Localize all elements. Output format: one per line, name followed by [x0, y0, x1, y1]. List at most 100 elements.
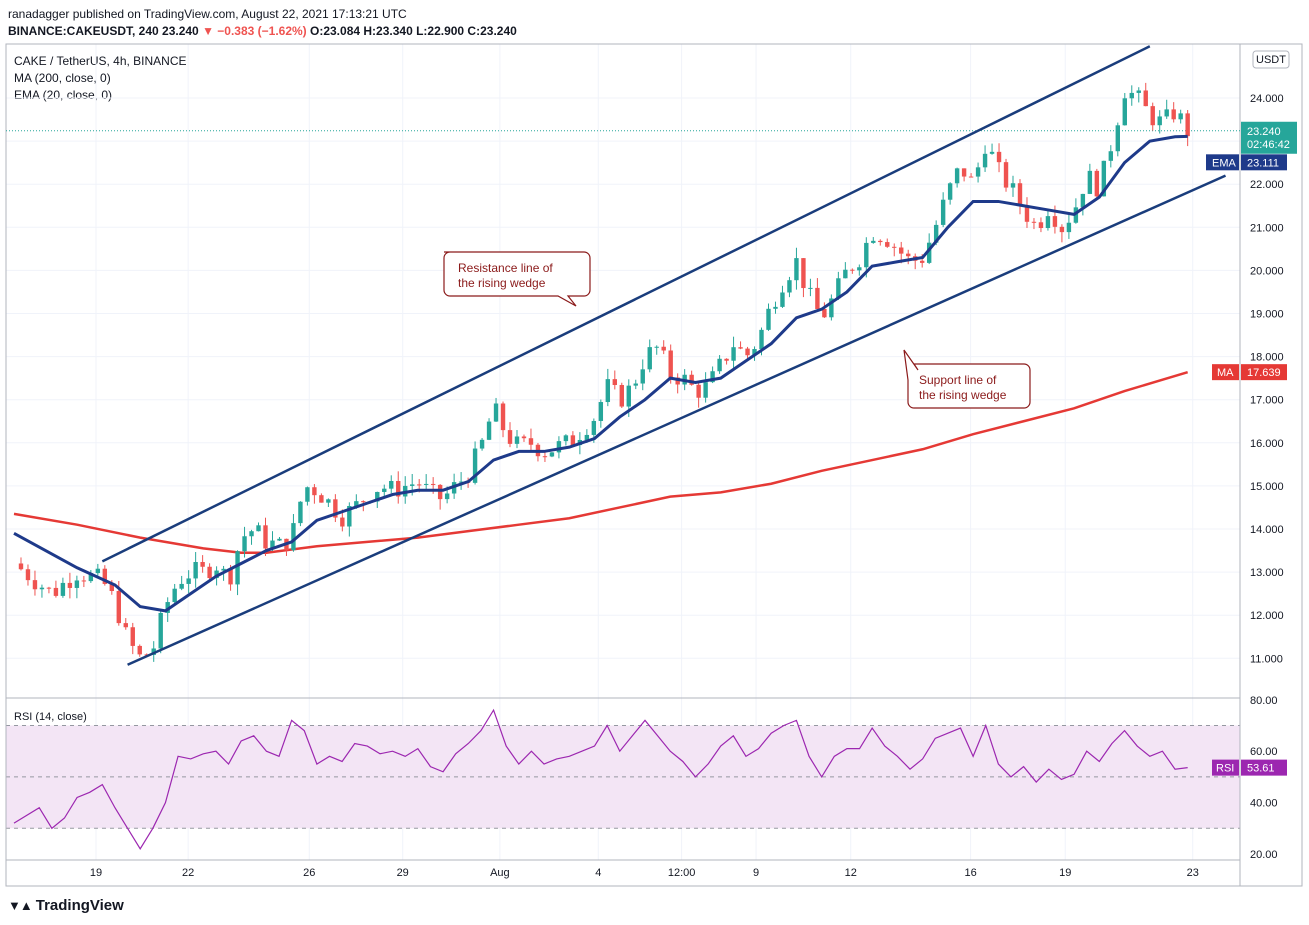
candle-body [1178, 113, 1183, 120]
candle-body [1171, 109, 1176, 120]
price-tick-label: 24.000 [1250, 93, 1284, 105]
candle-body [256, 525, 261, 532]
candle-body [626, 385, 631, 407]
candle-body [1094, 170, 1100, 197]
candle-body [584, 434, 590, 440]
price-tick-label: 19.000 [1250, 309, 1284, 321]
candle-body [67, 582, 73, 588]
resistance-line [101, 45, 1151, 563]
candle-body [375, 491, 380, 502]
frame [5, 43, 1303, 887]
candle-body [1087, 170, 1093, 194]
candle-body [857, 267, 862, 271]
countdown-text: 02:46:42 [1247, 139, 1290, 151]
candle-body [389, 480, 394, 489]
candle-body [989, 151, 995, 154]
currency-badge[interactable]: USDT [1252, 50, 1290, 69]
candle-body [996, 151, 1002, 163]
candle-body [95, 568, 101, 574]
candle-body [1122, 98, 1127, 126]
ma-tag-label [1212, 364, 1239, 381]
candle-body [60, 582, 66, 596]
ohlc-values: O:23.084 H:23.340 L:22.900 C:23.240 [306, 24, 517, 38]
time-axis[interactable]: 19 22 26 29 Aug 4 12:00 9 12 16 19 23 [90, 867, 1199, 879]
rsi-label[interactable]: RSI (14, close) [14, 711, 87, 723]
channel-lines [101, 45, 1227, 666]
legend-ma[interactable]: MA (200, close, 0) [14, 71, 111, 85]
candle-body [430, 483, 436, 485]
candle-body [1045, 216, 1051, 229]
candle-body [88, 573, 94, 582]
candle-body [158, 612, 163, 649]
candle-body [277, 538, 282, 541]
candle-body [591, 420, 597, 435]
chart-header: ranadagger published on TradingView.com,… [8, 6, 517, 40]
candle-body [109, 583, 115, 592]
tradingview-brand[interactable]: ▼▲ TradingView [8, 897, 124, 914]
candle-body [291, 523, 296, 551]
candle-body [179, 583, 184, 589]
candle-body [612, 379, 618, 386]
candle-body [1101, 160, 1107, 197]
candle-body [710, 371, 715, 383]
candle-body [1003, 162, 1009, 188]
time-tick-label: 22 [182, 867, 194, 879]
candle-body [829, 298, 834, 318]
price-tick-label: 13.000 [1250, 567, 1284, 579]
rsi-axis[interactable]: 20.00 40.00 60.00 80.00 [1250, 695, 1278, 861]
candle-body [570, 435, 576, 446]
support-note-line1: Support line of [919, 373, 997, 387]
candle-body [787, 280, 792, 293]
candle-body [165, 602, 170, 613]
candle-body [633, 383, 638, 386]
candle-body [263, 525, 268, 549]
candlesticks [18, 82, 1190, 662]
currency-label: USDT [1256, 54, 1286, 66]
candle-body [815, 287, 820, 309]
price-tick-label: 15.000 [1250, 481, 1284, 493]
candle-body [975, 167, 981, 177]
tradingview-logo-icon: ▼▲ [8, 898, 33, 913]
candle-body [843, 269, 848, 279]
candle-body [1136, 90, 1141, 93]
candle-body [1017, 183, 1023, 206]
candle-body [864, 242, 869, 268]
support-line [127, 174, 1227, 666]
candle-body [1031, 221, 1037, 223]
candle-body [340, 517, 345, 527]
candle-body [1010, 183, 1016, 188]
candle-body [228, 568, 233, 585]
candle-body [326, 499, 331, 503]
rsi-tick-label: 40.00 [1250, 798, 1278, 810]
candle-body [312, 487, 317, 496]
candle-body [18, 563, 24, 570]
candle-body [668, 350, 673, 378]
candle-body [193, 562, 198, 579]
candle-body [500, 403, 506, 431]
candle-body [514, 436, 520, 444]
brand-name: TradingView [35, 897, 124, 914]
candle-body [892, 246, 897, 248]
time-tick-label: 4 [595, 867, 601, 879]
time-tick-label: 19 [90, 867, 102, 879]
candle-body [74, 580, 80, 588]
legend-pair[interactable]: CAKE / TetherUS, 4h, BINANCE [14, 54, 187, 68]
resistance-note-line1: Resistance line of [458, 261, 553, 275]
candle-body [1080, 193, 1086, 208]
ma200-line [13, 370, 1189, 554]
symbol-prefix: BINANCE:CAKEUSDT, 240 23.240 [8, 24, 203, 38]
publish-line: ranadagger published on TradingView.com,… [8, 7, 407, 21]
candle-body [298, 501, 303, 524]
time-tick-label: 29 [397, 867, 409, 879]
time-tick-label: Aug [490, 867, 510, 879]
ma-tag-name: MA [1217, 367, 1234, 379]
candle-body [731, 347, 736, 361]
candle-body [319, 495, 324, 503]
rsi-line [13, 708, 1188, 851]
candle-body [640, 369, 645, 384]
candle-body [738, 347, 743, 349]
last-price-text: 23.240 [1247, 126, 1281, 138]
candle-body [479, 439, 485, 449]
